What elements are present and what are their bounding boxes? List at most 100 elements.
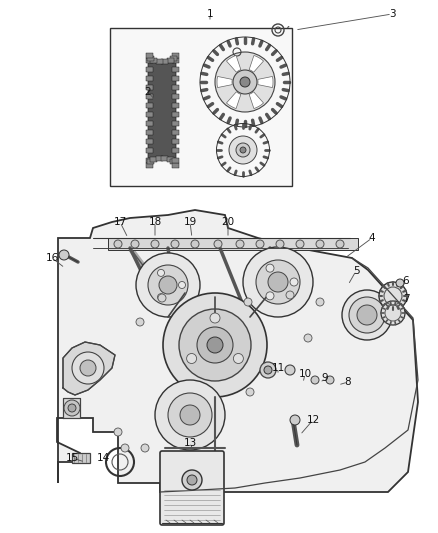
Bar: [170, 159, 177, 165]
Circle shape: [131, 240, 139, 248]
Circle shape: [207, 337, 223, 353]
Circle shape: [268, 272, 288, 292]
Circle shape: [233, 353, 244, 364]
Bar: [172, 148, 179, 154]
Circle shape: [141, 444, 149, 452]
Circle shape: [180, 405, 200, 425]
Bar: [172, 103, 179, 108]
Circle shape: [210, 313, 220, 323]
Circle shape: [342, 290, 392, 340]
Text: 9: 9: [321, 373, 328, 383]
Circle shape: [114, 428, 122, 436]
Wedge shape: [249, 55, 264, 72]
Circle shape: [256, 260, 300, 304]
Circle shape: [121, 444, 129, 452]
Bar: [161, 59, 168, 64]
Circle shape: [326, 376, 334, 384]
Circle shape: [246, 388, 254, 396]
Bar: [172, 76, 179, 80]
Bar: [145, 85, 152, 90]
Circle shape: [229, 136, 257, 164]
Polygon shape: [148, 55, 176, 165]
Circle shape: [266, 292, 274, 300]
Polygon shape: [63, 342, 115, 395]
Circle shape: [136, 318, 144, 326]
Circle shape: [168, 393, 212, 437]
Bar: [150, 58, 157, 63]
Circle shape: [148, 265, 188, 305]
Bar: [110, 28, 292, 186]
Text: 11: 11: [272, 363, 285, 373]
Text: 13: 13: [184, 438, 197, 448]
Wedge shape: [217, 76, 232, 87]
Text: 2: 2: [145, 87, 151, 97]
Text: 1: 1: [207, 9, 213, 19]
Wedge shape: [249, 92, 264, 109]
Bar: [155, 59, 162, 64]
Circle shape: [80, 360, 96, 376]
Circle shape: [243, 247, 313, 317]
Text: 5: 5: [353, 266, 359, 276]
Text: 4: 4: [369, 233, 375, 243]
Bar: [172, 67, 179, 71]
Text: 14: 14: [96, 453, 110, 463]
Circle shape: [264, 366, 272, 374]
Bar: [172, 52, 179, 58]
Bar: [145, 121, 152, 126]
Circle shape: [236, 240, 244, 248]
Bar: [172, 94, 179, 99]
Circle shape: [381, 301, 405, 325]
Text: 10: 10: [298, 369, 311, 379]
Bar: [172, 85, 179, 90]
Text: 17: 17: [113, 217, 127, 227]
Bar: [166, 58, 173, 63]
Bar: [172, 121, 179, 126]
Circle shape: [285, 365, 295, 375]
Circle shape: [357, 305, 377, 325]
Bar: [145, 103, 152, 108]
Circle shape: [151, 240, 159, 248]
Circle shape: [158, 294, 165, 301]
Bar: [172, 58, 179, 62]
Text: 19: 19: [184, 217, 197, 227]
Circle shape: [233, 70, 257, 94]
Circle shape: [159, 276, 177, 294]
Circle shape: [179, 281, 186, 288]
Circle shape: [256, 240, 264, 248]
Bar: [172, 130, 179, 135]
Bar: [145, 112, 152, 117]
FancyBboxPatch shape: [160, 451, 224, 525]
Text: 8: 8: [345, 377, 351, 387]
Bar: [155, 156, 162, 160]
Text: 12: 12: [306, 415, 320, 425]
Bar: [72, 453, 90, 463]
Bar: [172, 112, 179, 117]
Polygon shape: [57, 210, 418, 492]
Text: 6: 6: [403, 276, 410, 286]
Circle shape: [197, 327, 233, 363]
Circle shape: [396, 279, 404, 287]
Circle shape: [158, 269, 165, 277]
Circle shape: [244, 298, 252, 306]
Bar: [150, 157, 157, 162]
Bar: [145, 148, 152, 154]
Bar: [172, 139, 179, 144]
Bar: [170, 55, 177, 61]
Text: 3: 3: [389, 9, 396, 19]
Circle shape: [72, 352, 104, 384]
Circle shape: [215, 52, 275, 112]
Bar: [147, 55, 154, 61]
Wedge shape: [258, 76, 273, 87]
Circle shape: [276, 240, 284, 248]
Circle shape: [171, 240, 179, 248]
Bar: [145, 130, 152, 135]
Bar: [166, 157, 173, 162]
Bar: [172, 157, 179, 163]
Bar: [145, 58, 152, 62]
Text: 7: 7: [403, 294, 410, 304]
Circle shape: [136, 253, 200, 317]
Circle shape: [316, 298, 324, 306]
Bar: [172, 163, 179, 167]
Circle shape: [214, 240, 222, 248]
Circle shape: [290, 415, 300, 425]
